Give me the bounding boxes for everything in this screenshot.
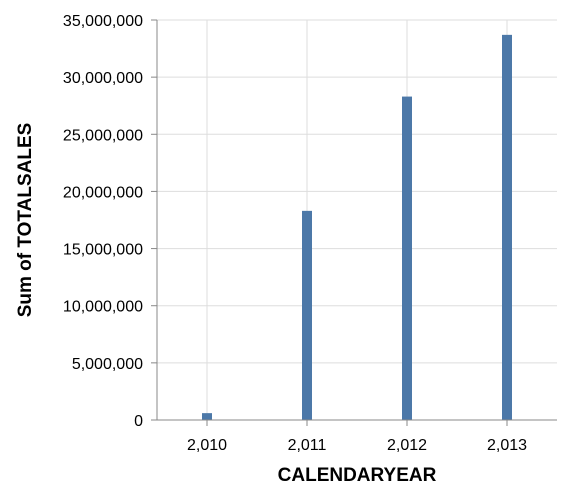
y-gridlines bbox=[157, 19, 557, 421]
x-gridlines bbox=[206, 20, 508, 420]
bar-2012 bbox=[402, 96, 412, 421]
bar-2010 bbox=[202, 413, 212, 420]
x-tick-label: 2,013 bbox=[487, 437, 527, 454]
axes bbox=[156, 20, 557, 421]
x-axis-ticks: 2,010 2,011 2,012 2,013 bbox=[187, 420, 527, 454]
x-tick-label: 2,012 bbox=[387, 437, 427, 454]
y-tick-label: 15,000,000 bbox=[63, 242, 143, 259]
y-tick-label: 35,000,000 bbox=[63, 13, 143, 30]
y-tick-label: 30,000,000 bbox=[63, 70, 143, 87]
y-axis-ticks: 0 5,000,000 10,000,000 15,000,000 20,000,000… bbox=[63, 13, 157, 430]
y-tick-label: 5,000,000 bbox=[72, 356, 143, 373]
y-tick-label: 0 bbox=[134, 413, 143, 430]
y-tick-label: 10,000,000 bbox=[63, 299, 143, 316]
x-tick-label: 2,010 bbox=[187, 437, 227, 454]
y-tick-label: 20,000,000 bbox=[63, 184, 143, 201]
y-tick-label: 25,000,000 bbox=[63, 127, 143, 144]
x-tick-label: 2,011 bbox=[288, 437, 327, 454]
x-axis-title: CALENDARYEAR bbox=[278, 465, 437, 486]
bar-2011 bbox=[302, 210, 312, 420]
bars bbox=[202, 34, 512, 421]
y-axis-title: Sum of TOTALSALES bbox=[15, 123, 36, 318]
bar-2013 bbox=[502, 34, 512, 420]
